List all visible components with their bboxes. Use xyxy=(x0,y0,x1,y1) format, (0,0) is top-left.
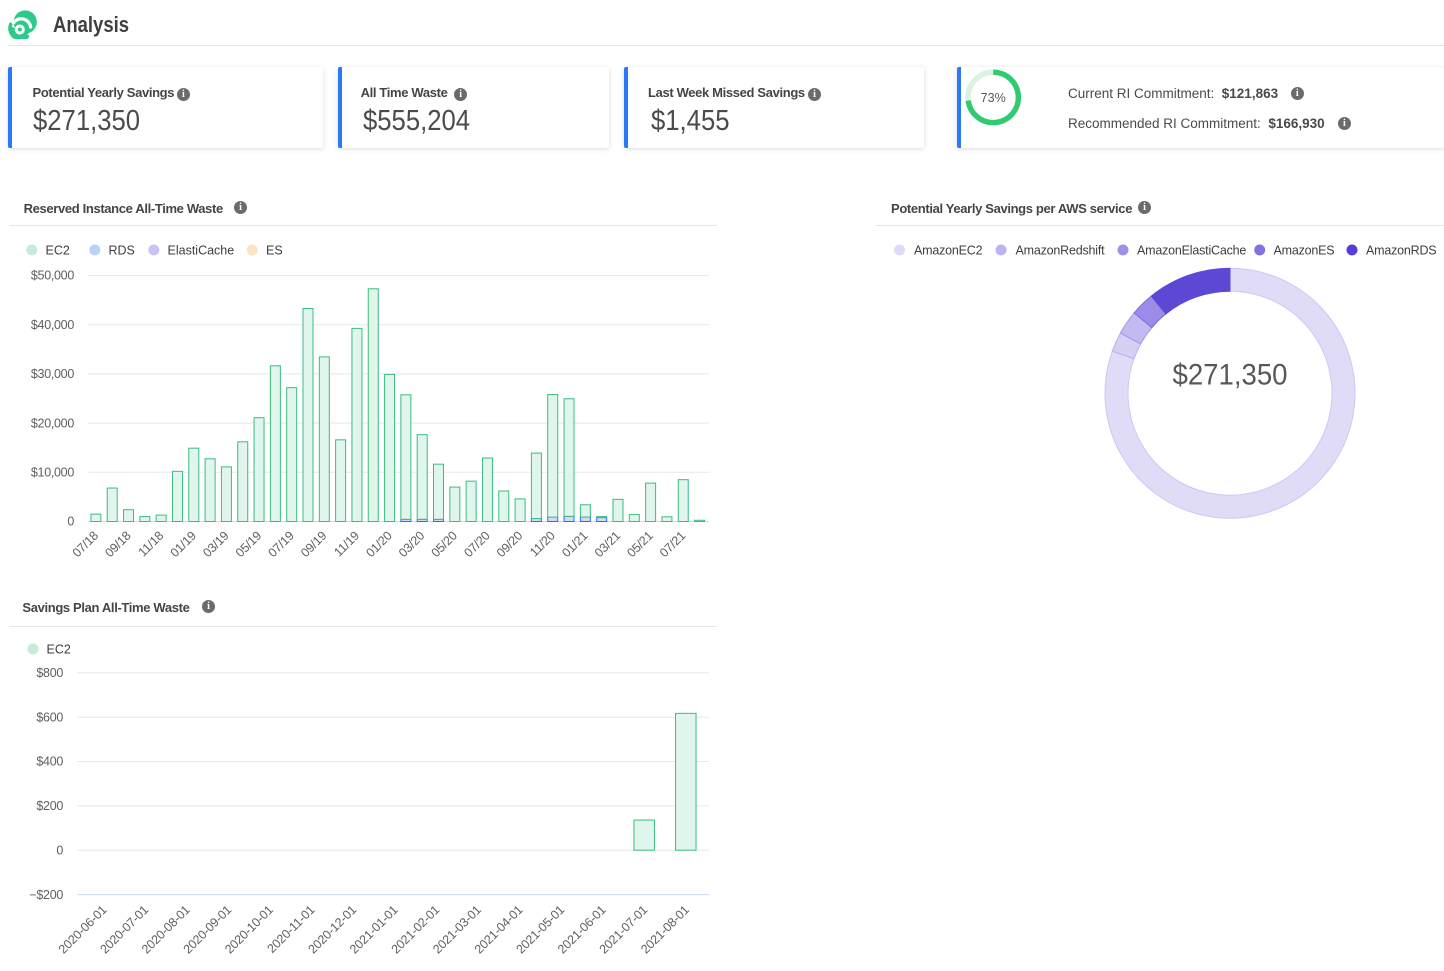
svg-text:$800: $800 xyxy=(36,666,63,680)
svg-text:$600: $600 xyxy=(36,710,63,724)
svg-text:AmazonES: AmazonES xyxy=(1274,244,1335,258)
svg-text:73%: 73% xyxy=(981,91,1006,105)
svg-text:RDS: RDS xyxy=(109,244,135,258)
svg-text:AmazonElastiCache: AmazonElastiCache xyxy=(1137,244,1246,258)
svg-text:ElastiCache: ElastiCache xyxy=(168,244,235,258)
svg-text:05/21: 05/21 xyxy=(624,529,655,560)
svg-text:01/21: 01/21 xyxy=(559,529,590,560)
svg-text:07/19: 07/19 xyxy=(266,529,297,560)
svg-text:05/20: 05/20 xyxy=(429,529,460,560)
svg-text:EC2: EC2 xyxy=(47,643,71,657)
svg-text:03/19: 03/19 xyxy=(200,529,231,560)
svg-text:$271,350: $271,350 xyxy=(1173,359,1288,392)
svg-text:$20,000: $20,000 xyxy=(31,416,74,430)
svg-text:09/20: 09/20 xyxy=(494,529,525,560)
svg-text:$400: $400 xyxy=(36,755,63,769)
svg-text:$50,000: $50,000 xyxy=(31,269,74,283)
svg-text:ES: ES xyxy=(266,244,283,258)
svg-text:0: 0 xyxy=(56,843,63,857)
svg-text:11/19: 11/19 xyxy=(331,529,362,560)
svg-text:−$200: −$200 xyxy=(29,888,63,902)
svg-text:AmazonRedshift: AmazonRedshift xyxy=(1016,244,1106,258)
svg-text:05/19: 05/19 xyxy=(233,529,264,560)
svg-text:07/21: 07/21 xyxy=(657,529,688,560)
svg-text:09/18: 09/18 xyxy=(102,529,133,560)
svg-text:$40,000: $40,000 xyxy=(31,318,74,332)
svg-text:01/19: 01/19 xyxy=(168,529,199,560)
svg-text:$30,000: $30,000 xyxy=(31,367,74,381)
svg-text:01/20: 01/20 xyxy=(363,529,394,560)
svg-text:11/18: 11/18 xyxy=(136,529,167,560)
svg-text:$200: $200 xyxy=(36,799,63,813)
svg-text:EC2: EC2 xyxy=(46,244,70,258)
svg-text:AmazonRDS: AmazonRDS xyxy=(1366,244,1436,258)
svg-text:11/20: 11/20 xyxy=(527,529,558,560)
svg-text:0: 0 xyxy=(67,515,74,529)
svg-text:03/20: 03/20 xyxy=(396,529,427,560)
svg-text:09/19: 09/19 xyxy=(298,529,329,560)
svg-text:03/21: 03/21 xyxy=(592,529,623,560)
svg-text:AmazonEC2: AmazonEC2 xyxy=(914,244,983,258)
svg-text:$10,000: $10,000 xyxy=(31,466,74,480)
svg-text:07/18: 07/18 xyxy=(70,529,101,560)
svg-text:07/20: 07/20 xyxy=(461,529,492,560)
